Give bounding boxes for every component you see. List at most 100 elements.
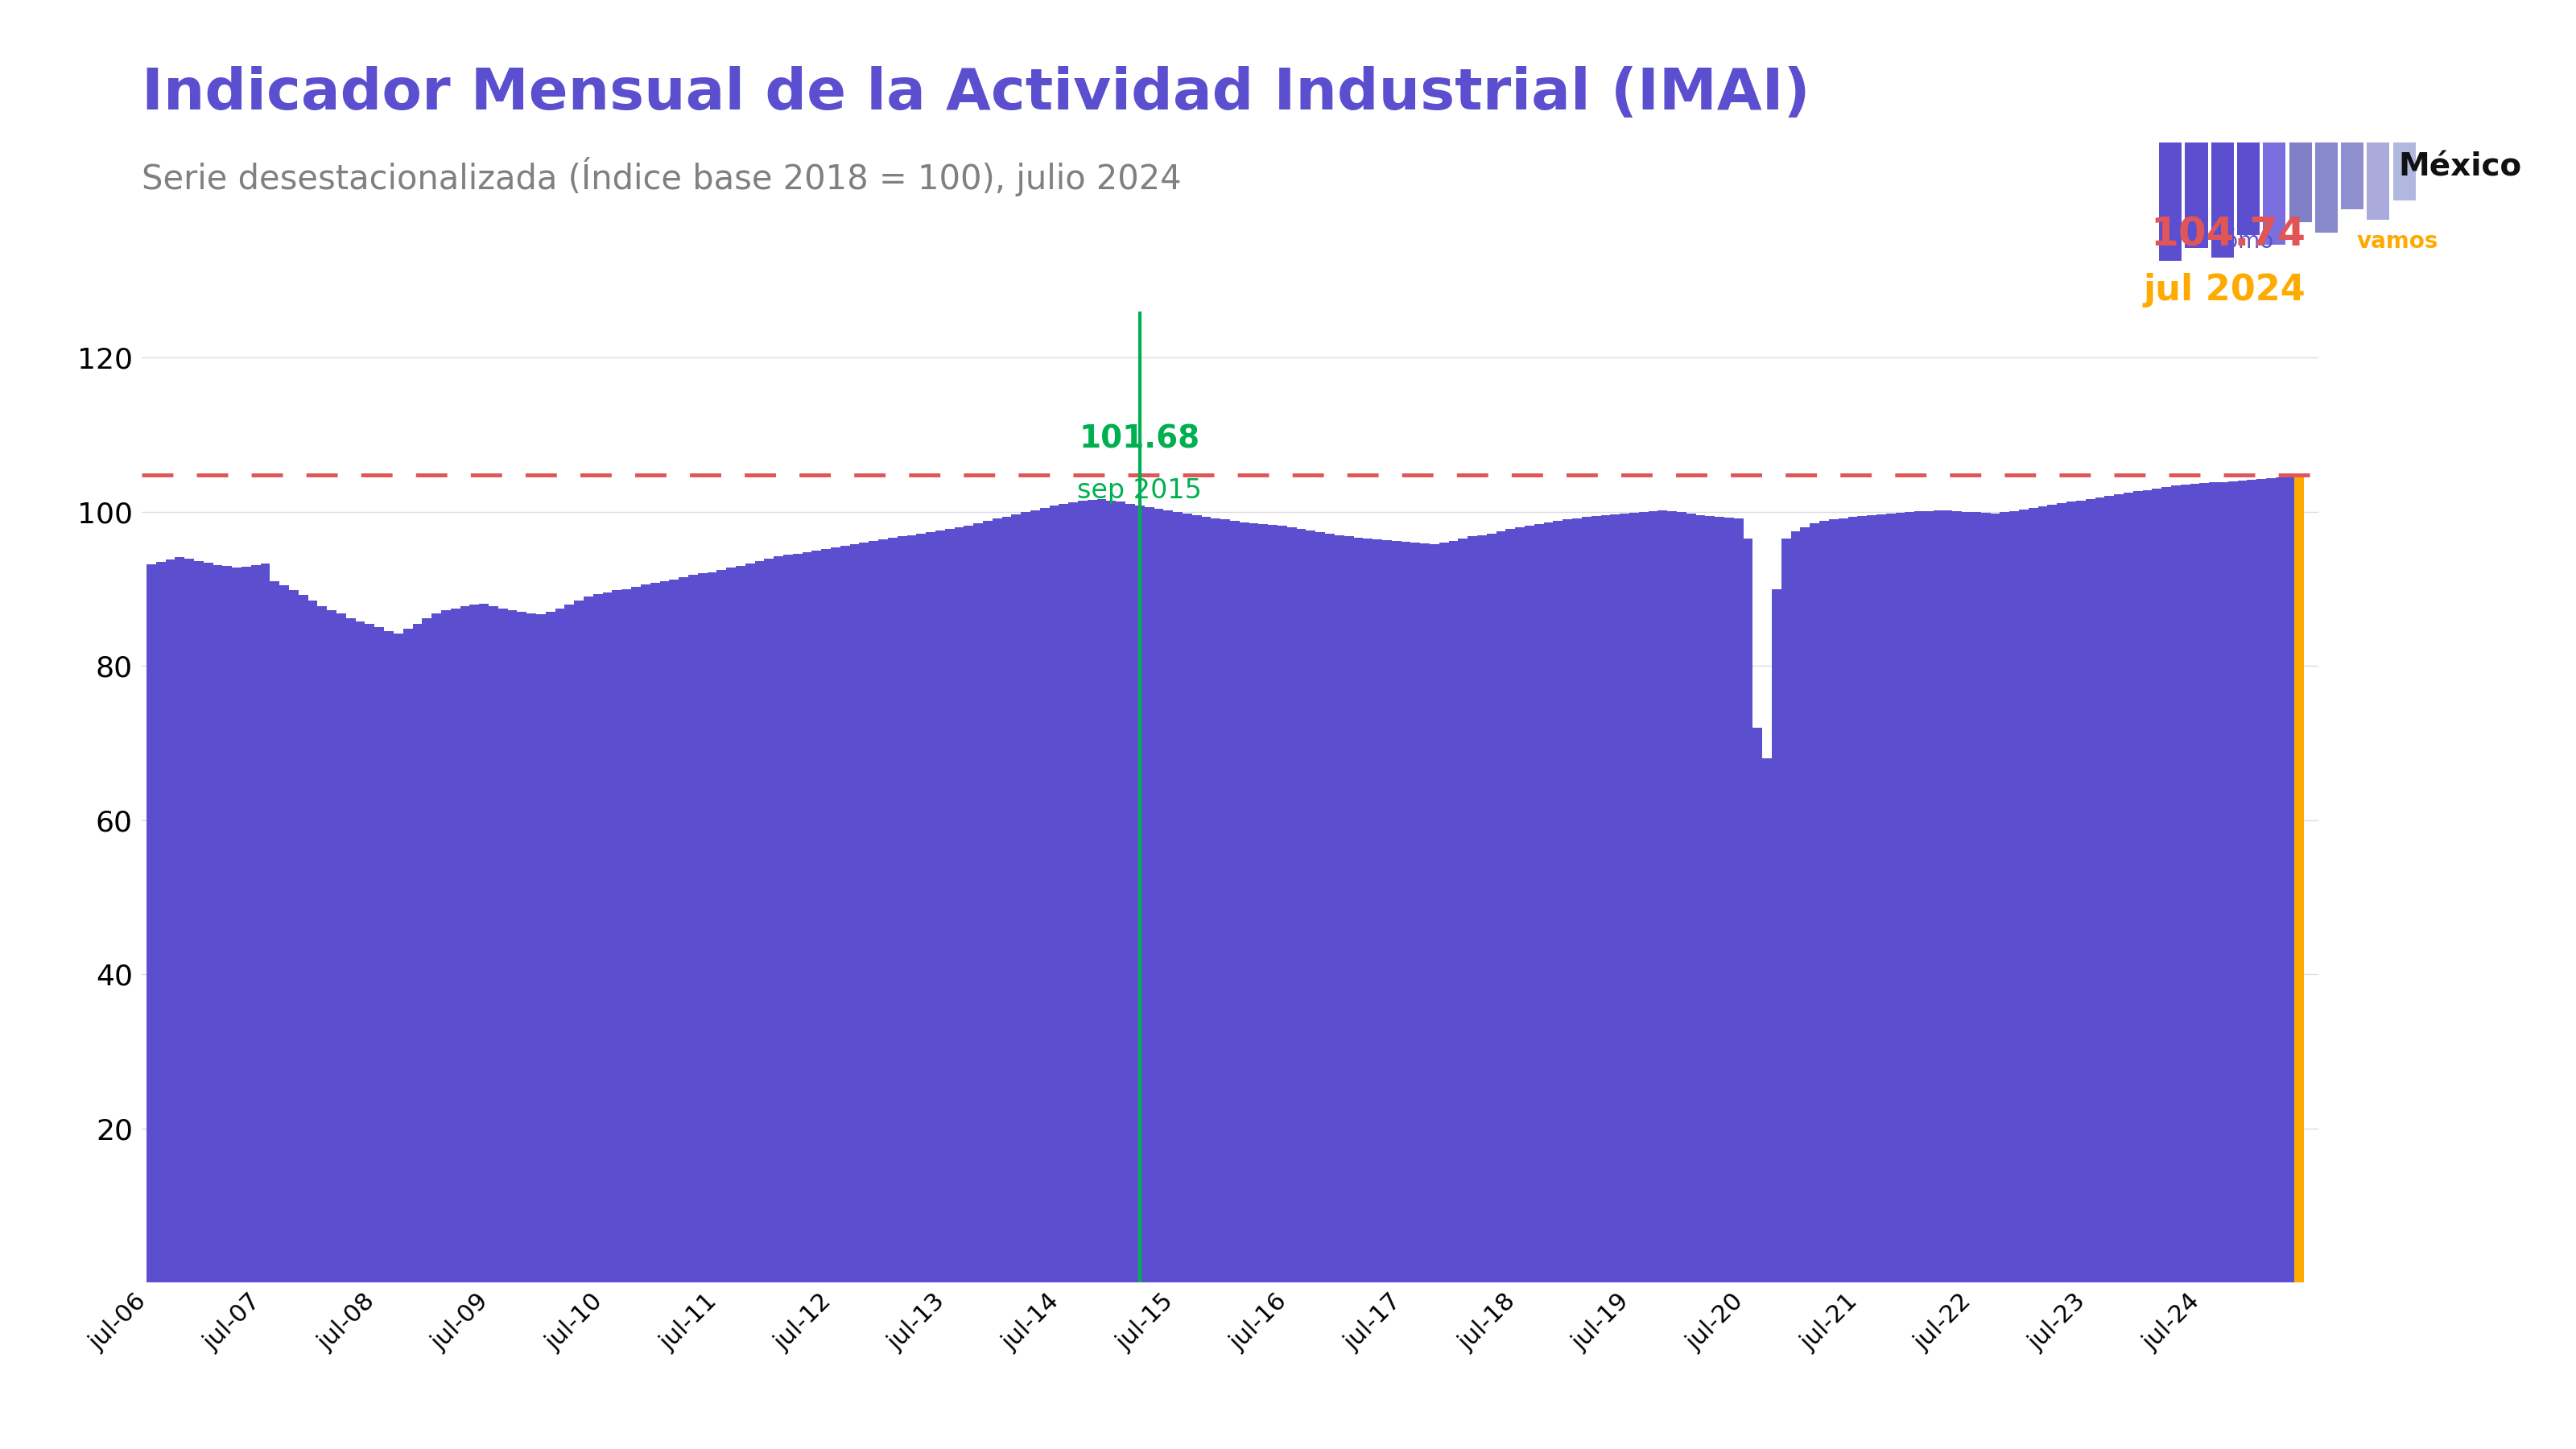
Bar — [1430, 545, 1440, 1282]
Bar — [2257, 478, 2267, 1282]
Bar — [1772, 588, 1783, 1282]
Bar — [1744, 539, 1752, 1282]
Bar — [1108, 500, 1115, 1282]
Bar — [536, 614, 546, 1282]
Bar — [793, 554, 801, 1282]
Bar — [1316, 532, 1324, 1282]
Bar — [564, 604, 574, 1282]
Bar — [2218, 483, 2228, 1282]
Bar — [214, 565, 222, 1282]
Bar — [765, 559, 773, 1282]
Bar — [1886, 513, 1896, 1282]
Bar — [175, 558, 185, 1282]
Bar — [1144, 507, 1154, 1282]
Bar — [518, 611, 526, 1282]
Bar — [2123, 493, 2133, 1282]
Text: 104.74: 104.74 — [2151, 216, 2306, 254]
Bar — [1620, 513, 1628, 1282]
Bar — [708, 572, 716, 1282]
Bar — [2236, 142, 2259, 235]
Bar — [1476, 535, 1486, 1282]
Bar — [1734, 519, 1744, 1282]
Bar — [1610, 514, 1620, 1282]
Bar — [649, 582, 659, 1282]
Bar — [157, 562, 165, 1282]
Bar — [433, 613, 440, 1282]
Bar — [2058, 503, 2066, 1282]
Bar — [1687, 513, 1695, 1282]
Bar — [2264, 142, 2285, 245]
Bar — [726, 568, 737, 1282]
Bar — [621, 588, 631, 1282]
Text: Indicador Mensual de la Actividad Industrial (IMAI): Indicador Mensual de la Actividad Indust… — [142, 67, 1811, 122]
Bar — [1059, 504, 1069, 1282]
Bar — [1716, 516, 1723, 1282]
Bar — [1115, 501, 1126, 1282]
Bar — [1638, 511, 1649, 1282]
Bar — [1847, 516, 1857, 1282]
Bar — [299, 596, 309, 1282]
Bar — [811, 551, 822, 1282]
Bar — [1041, 509, 1048, 1282]
Bar — [737, 565, 744, 1282]
Bar — [1839, 519, 1847, 1282]
Bar — [374, 627, 384, 1282]
Bar — [479, 604, 489, 1282]
Bar — [2161, 487, 2172, 1282]
Bar — [896, 536, 907, 1282]
Bar — [1249, 523, 1260, 1282]
Bar — [641, 584, 649, 1282]
Bar — [1172, 511, 1182, 1282]
Bar — [925, 532, 935, 1282]
Bar — [1440, 543, 1448, 1282]
Bar — [1904, 511, 1914, 1282]
Bar — [670, 580, 677, 1282]
Bar — [1953, 511, 1963, 1282]
Bar — [1097, 498, 1108, 1282]
Bar — [1659, 510, 1667, 1282]
Bar — [1412, 543, 1419, 1282]
Bar — [1288, 527, 1296, 1282]
Bar — [2009, 511, 2020, 1282]
Bar — [1752, 727, 1762, 1282]
Bar — [165, 559, 175, 1282]
Bar — [1942, 510, 1953, 1282]
Bar — [1868, 514, 1875, 1282]
Bar — [1819, 522, 1829, 1282]
Bar — [1296, 529, 1306, 1282]
Bar — [1896, 513, 1904, 1282]
Bar — [309, 600, 317, 1282]
Bar — [451, 609, 461, 1282]
Text: cómo: cómo — [2213, 230, 2275, 252]
Bar — [2210, 483, 2218, 1282]
Bar — [1087, 500, 1097, 1282]
Bar — [2027, 509, 2038, 1282]
Bar — [2184, 142, 2208, 248]
Bar — [185, 559, 193, 1282]
Bar — [1324, 533, 1334, 1282]
Text: Serie desestacionalizada (Índice base 2018 = 100), julio 2024: Serie desestacionalizada (Índice base 20… — [142, 156, 1182, 197]
Bar — [1012, 514, 1020, 1282]
Bar — [2159, 142, 2182, 271]
Bar — [1790, 532, 1801, 1282]
Bar — [2115, 494, 2123, 1282]
Bar — [147, 564, 157, 1282]
Bar — [1239, 523, 1249, 1282]
Bar — [384, 632, 394, 1282]
Bar — [289, 590, 299, 1282]
Bar — [260, 564, 270, 1282]
Bar — [2038, 507, 2048, 1282]
Bar — [974, 523, 984, 1282]
Text: México: México — [2398, 152, 2522, 183]
Bar — [868, 540, 878, 1282]
Bar — [232, 568, 242, 1282]
Bar — [2210, 142, 2233, 258]
Bar — [2393, 142, 2416, 200]
Bar — [1448, 540, 1458, 1282]
Bar — [1857, 516, 1868, 1282]
Bar — [317, 606, 327, 1282]
Bar — [2228, 481, 2239, 1282]
Bar — [526, 613, 536, 1282]
Bar — [1924, 511, 1935, 1282]
Bar — [1723, 517, 1734, 1282]
